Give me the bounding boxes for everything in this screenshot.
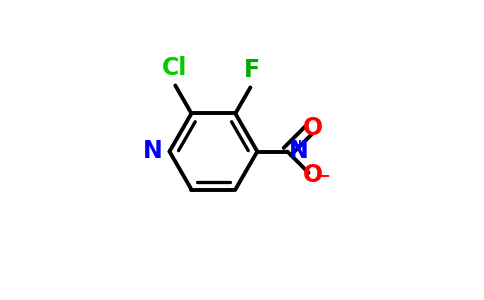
- Text: N: N: [288, 140, 308, 164]
- Text: Cl: Cl: [162, 56, 187, 80]
- Text: O: O: [302, 163, 323, 187]
- Text: −: −: [316, 166, 330, 184]
- Text: F: F: [243, 58, 259, 82]
- Text: O: O: [303, 116, 323, 140]
- Text: N: N: [143, 140, 163, 164]
- Text: +: +: [292, 137, 306, 155]
